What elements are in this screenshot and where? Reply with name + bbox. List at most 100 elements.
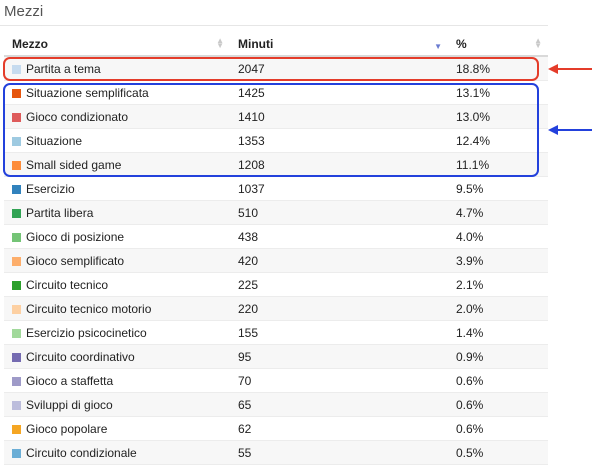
table-row: Gioco a staffetta 70 0.6%	[4, 368, 548, 393]
table-row: Partita libera 510 4.7%	[4, 200, 548, 225]
sort-both-icon[interactable]: ▲ ▼	[534, 36, 542, 50]
legend-swatch	[12, 280, 21, 290]
sort-both-icon[interactable]: ▲ ▼	[216, 36, 224, 50]
cell-percent: 9.5%	[448, 176, 548, 201]
table-row: Circuito tecnico motorio 220 2.0%	[4, 296, 548, 321]
mezzo-label: Gioco a staffetta	[26, 373, 114, 388]
column-header-percent[interactable]: % ▲ ▼	[448, 33, 548, 57]
table-row: Sviluppi di gioco 65 0.6%	[4, 392, 548, 417]
table-row: Partita a tema 2047 18.8%	[4, 56, 548, 81]
cell-percent: 13.1%	[448, 80, 548, 105]
cell-percent: 0.9%	[448, 344, 548, 369]
cell-minuti: 62	[230, 416, 448, 441]
table-row: Small sided game 1208 11.1%	[4, 152, 548, 177]
cell-mezzo: Esercizio psicocinetico	[4, 320, 230, 345]
mezzo-label: Gioco semplificato	[26, 253, 125, 268]
cell-percent: 4.7%	[448, 200, 548, 225]
column-header-mezzo-label: Mezzo	[12, 37, 48, 51]
cell-mezzo: Small sided game	[4, 152, 230, 177]
column-header-percent-label: %	[456, 37, 467, 51]
title-divider	[0, 25, 548, 26]
mezzo-label: Circuito condizionale	[26, 445, 137, 460]
cell-percent: 11.1%	[448, 152, 548, 177]
table-row: Circuito condizionale 55 0.5%	[4, 440, 548, 465]
cell-mezzo: Circuito condizionale	[4, 440, 230, 465]
legend-swatch	[12, 88, 21, 98]
cell-percent: 3.9%	[448, 248, 548, 273]
cell-mezzo: Circuito tecnico	[4, 272, 230, 297]
mezzo-label: Circuito coordinativo	[26, 349, 135, 364]
mezzo-label: Situazione semplificata	[26, 85, 149, 100]
legend-swatch	[12, 352, 21, 362]
cell-percent: 0.5%	[448, 440, 548, 465]
sort-descending-icon[interactable]: ▼	[434, 42, 442, 51]
mezzo-label: Small sided game	[26, 157, 122, 172]
mezzo-label: Gioco popolare	[26, 421, 108, 436]
cell-mezzo: Circuito coordinativo	[4, 344, 230, 369]
legend-swatch	[12, 184, 21, 194]
legend-swatch	[12, 136, 21, 146]
cell-percent: 0.6%	[448, 368, 548, 393]
cell-minuti: 220	[230, 296, 448, 321]
table-row: Circuito coordinativo 95 0.9%	[4, 344, 548, 369]
cell-mezzo: Circuito tecnico motorio	[4, 296, 230, 321]
table-row: Gioco di posizione 438 4.0%	[4, 224, 548, 249]
cell-minuti: 1353	[230, 128, 448, 153]
table-header-row: Mezzo ▲ ▼ Minuti ▼ % ▲ ▼	[4, 33, 548, 57]
legend-swatch	[12, 304, 21, 314]
cell-mezzo: Situazione semplificata	[4, 80, 230, 105]
mezzo-label: Esercizio	[26, 181, 75, 196]
cell-minuti: 420	[230, 248, 448, 273]
mezzo-label: Partita libera	[26, 205, 94, 220]
mezzo-label: Circuito tecnico	[26, 277, 109, 292]
cell-percent: 18.8%	[448, 56, 548, 81]
cell-minuti: 438	[230, 224, 448, 249]
legend-swatch	[12, 64, 21, 74]
legend-swatch	[12, 232, 21, 242]
mezzo-label: Situazione	[26, 133, 83, 148]
cell-percent: 1.4%	[448, 320, 548, 345]
cell-percent: 4.0%	[448, 224, 548, 249]
cell-mezzo: Gioco popolare	[4, 416, 230, 441]
cell-mezzo: Sviluppi di gioco	[4, 392, 230, 417]
arrow-left-red-icon	[548, 64, 592, 74]
legend-swatch	[12, 376, 21, 386]
arrow-left-blue-icon	[548, 125, 592, 135]
table-row: Situazione semplificata 1425 13.1%	[4, 80, 548, 105]
cell-minuti: 155	[230, 320, 448, 345]
cell-minuti: 55	[230, 440, 448, 465]
column-header-minuti-label: Minuti	[238, 37, 274, 51]
column-header-mezzo[interactable]: Mezzo ▲ ▼	[4, 33, 230, 57]
table-row: Gioco popolare 62 0.6%	[4, 416, 548, 441]
cell-minuti: 70	[230, 368, 448, 393]
cell-percent: 12.4%	[448, 128, 548, 153]
cell-mezzo: Situazione	[4, 128, 230, 153]
legend-swatch	[12, 112, 21, 122]
table-row: Gioco semplificato 420 3.9%	[4, 248, 548, 273]
legend-swatch	[12, 256, 21, 266]
cell-mezzo: Partita libera	[4, 200, 230, 225]
cell-mezzo: Gioco condizionato	[4, 104, 230, 129]
column-header-minuti[interactable]: Minuti ▼	[230, 33, 448, 57]
legend-swatch	[12, 328, 21, 338]
cell-minuti: 1410	[230, 104, 448, 129]
table-row: Esercizio 1037 9.5%	[4, 176, 548, 201]
cell-percent: 2.1%	[448, 272, 548, 297]
legend-swatch	[12, 160, 21, 170]
legend-swatch	[12, 448, 21, 458]
legend-swatch	[12, 208, 21, 218]
mezzo-label: Esercizio psicocinetico	[26, 325, 147, 340]
mezzo-label: Sviluppi di gioco	[26, 397, 113, 412]
cell-percent: 2.0%	[448, 296, 548, 321]
mezzo-label: Circuito tecnico motorio	[26, 301, 152, 316]
mezzo-label: Gioco condizionato	[26, 109, 129, 124]
legend-swatch	[12, 400, 21, 410]
legend-swatch	[12, 424, 21, 434]
cell-mezzo: Gioco a staffetta	[4, 368, 230, 393]
cell-minuti: 95	[230, 344, 448, 369]
cell-minuti: 1208	[230, 152, 448, 177]
cell-minuti: 2047	[230, 56, 448, 81]
table-row: Circuito tecnico 225 2.1%	[4, 272, 548, 297]
cell-minuti: 510	[230, 200, 448, 225]
mezzo-label: Gioco di posizione	[26, 229, 125, 244]
